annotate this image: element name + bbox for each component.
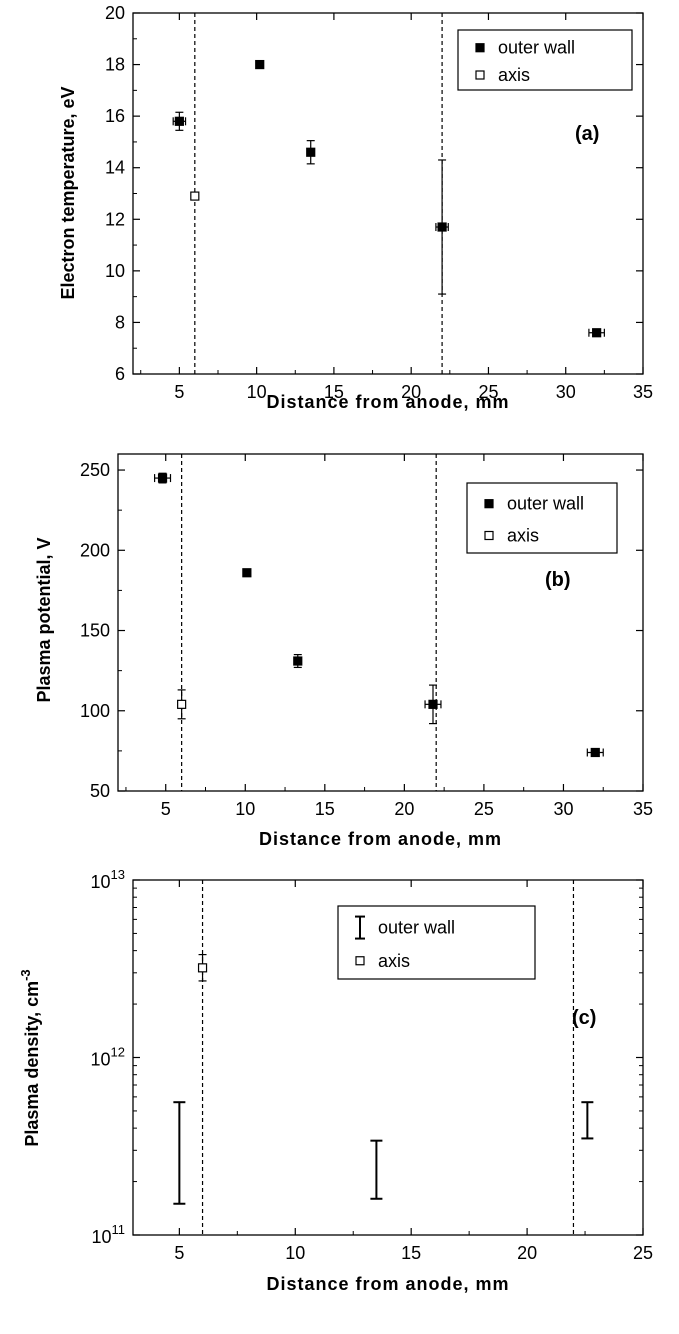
x-tick-label: 5 bbox=[174, 1243, 184, 1263]
y-tick-label: 250 bbox=[80, 460, 110, 480]
chart-panel-2: 5 10 15 20 25 30 35 50 100 150 200 250 Distance from… bbox=[34, 453, 653, 849]
panel-label: (a) bbox=[575, 123, 599, 145]
data-point-outer-wall bbox=[242, 568, 252, 578]
data-point-outer-wall bbox=[157, 473, 168, 483]
x-tick-label: 35 bbox=[633, 382, 653, 402]
legend-label: axis bbox=[498, 65, 530, 85]
x-tick-label: 10 bbox=[247, 382, 267, 402]
legend-label: axis bbox=[507, 526, 539, 546]
y-tick-label: 10 bbox=[105, 261, 125, 281]
data-point-outer-wall bbox=[437, 222, 447, 232]
x-tick-label: 15 bbox=[324, 382, 344, 402]
data-point-axis bbox=[190, 191, 200, 201]
x-axis-label: Distance from anode, mm bbox=[266, 1274, 509, 1294]
data-point-outer-wall bbox=[255, 59, 265, 70]
y-tick-label: 12 bbox=[105, 209, 125, 229]
x-tick-label: 30 bbox=[556, 382, 576, 402]
plot-frame bbox=[117, 453, 644, 792]
y-tick-label: 1012 bbox=[91, 1045, 126, 1070]
data-point-axis bbox=[177, 699, 187, 709]
legend-box bbox=[337, 905, 536, 980]
legend-marker bbox=[475, 70, 485, 80]
x-tick-label: 35 bbox=[633, 799, 653, 819]
legend-box bbox=[466, 482, 618, 554]
y-tick-label: 20 bbox=[105, 3, 125, 23]
chart-panel-3: 5 10 15 20 25 1011 1012 1013 Distance from anode… bbox=[18, 867, 653, 1294]
data-point-outer-wall bbox=[592, 328, 602, 338]
data-point-outer-wall bbox=[590, 747, 600, 758]
x-tick-label: 10 bbox=[235, 799, 255, 819]
x-tick-label: 5 bbox=[174, 382, 184, 402]
x-tick-label: 10 bbox=[285, 1243, 305, 1263]
x-tick-label: 15 bbox=[315, 799, 335, 819]
y-tick-label: 100 bbox=[80, 701, 110, 721]
y-axis-label: Plasma density, cm-3 bbox=[18, 969, 42, 1146]
x-axis-label: Distance from anode, mm bbox=[259, 829, 502, 849]
x-tick-label: 5 bbox=[161, 799, 171, 819]
data-point-outer-wall bbox=[306, 147, 316, 157]
y-tick-label: 18 bbox=[105, 55, 125, 75]
x-tick-label: 25 bbox=[474, 799, 494, 819]
legend-marker bbox=[484, 499, 494, 509]
y-axis-label: Electron temperature, eV bbox=[58, 86, 78, 299]
y-tick-label: 14 bbox=[105, 158, 125, 178]
y-axis-label: Plasma potential, V bbox=[34, 537, 54, 702]
x-tick-label: 30 bbox=[553, 799, 573, 819]
legend-marker bbox=[484, 530, 494, 541]
y-tick-label: 150 bbox=[80, 621, 110, 641]
y-tick-label: 1011 bbox=[91, 1222, 125, 1247]
data-point-outer-wall bbox=[293, 656, 303, 666]
data-point-axis bbox=[197, 963, 208, 973]
x-tick-label: 20 bbox=[401, 382, 421, 402]
x-tick-label: 20 bbox=[394, 799, 414, 819]
y-tick-label: 1013 bbox=[91, 867, 126, 892]
y-tick-label: 16 bbox=[105, 106, 125, 126]
legend-label: outer wall bbox=[378, 918, 455, 938]
legend-label: outer wall bbox=[507, 494, 584, 514]
y-tick-label: 200 bbox=[80, 540, 110, 560]
legend-marker bbox=[475, 43, 485, 53]
x-axis-label: Distance from anode, mm bbox=[266, 392, 509, 412]
data-point-outer-wall bbox=[428, 699, 438, 709]
legend-label: axis bbox=[378, 951, 410, 971]
x-tick-label: 25 bbox=[478, 382, 498, 402]
x-tick-label: 15 bbox=[401, 1243, 421, 1263]
panel-label: (b) bbox=[545, 569, 571, 591]
legend-label: outer wall bbox=[498, 38, 575, 58]
y-tick-label: 6 bbox=[115, 364, 125, 384]
y-tick-label: 8 bbox=[115, 312, 125, 332]
data-point-outer-wall bbox=[174, 116, 184, 126]
x-tick-label: 20 bbox=[517, 1243, 537, 1263]
legend-box bbox=[457, 29, 633, 91]
panel-label: (c) bbox=[572, 1007, 596, 1029]
legend-marker bbox=[355, 956, 365, 966]
y-tick-label: 50 bbox=[90, 781, 110, 801]
x-tick-label: 25 bbox=[633, 1243, 653, 1263]
